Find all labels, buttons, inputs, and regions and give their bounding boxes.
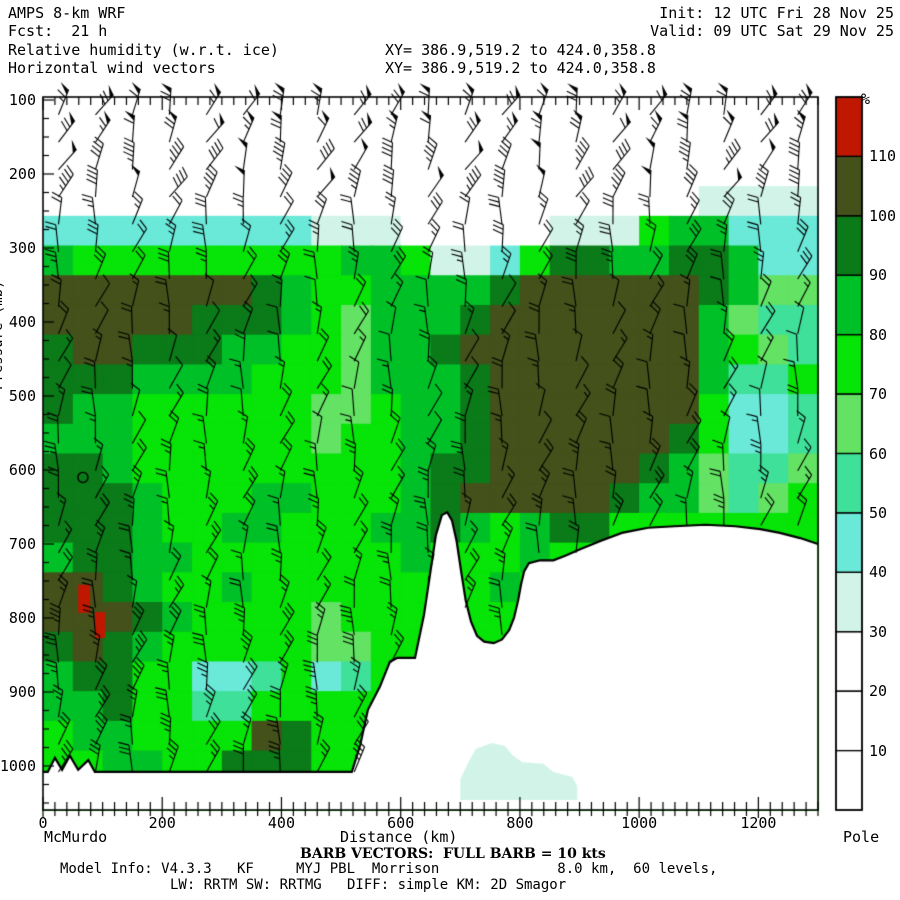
left-endpoint-label: McMurdo bbox=[44, 828, 108, 846]
x-axis-tick-label: 400 bbox=[267, 814, 295, 832]
y-axis-tick-label: 1000 bbox=[0, 757, 36, 775]
right-endpoint-label: Pole bbox=[843, 828, 880, 846]
colorbar-tick-label: 20 bbox=[869, 682, 888, 701]
model-info-line: Model Info: V4.3.3 KF MYJ PBL Morrison 8… bbox=[60, 861, 718, 877]
colorbar-tick-label: 40 bbox=[869, 563, 888, 582]
colorbar-tick-label: 100 bbox=[869, 206, 897, 225]
colorbar-tick-label: 10 bbox=[869, 741, 888, 760]
x-axis-title: Distance (km) bbox=[340, 828, 458, 846]
colorbar-unit: % bbox=[861, 90, 871, 108]
colorbar-tick-label: 90 bbox=[869, 266, 888, 285]
x-axis-tick-label: 0 bbox=[38, 814, 48, 832]
y-axis-tick-label: 200 bbox=[8, 165, 36, 183]
x-axis-tick-label: 600 bbox=[387, 814, 415, 832]
y-axis-tick-label: 300 bbox=[8, 239, 36, 257]
y-axis-tick-label: 700 bbox=[8, 535, 36, 553]
y-axis-tick-label: 500 bbox=[8, 387, 36, 405]
barb-legend: BARB VECTORS: FULL BARB = 10 kts bbox=[300, 846, 606, 862]
colorbar-tick-label: 110 bbox=[869, 147, 897, 166]
x-axis-tick-label: 200 bbox=[148, 814, 176, 832]
y-axis-tick-label: 100 bbox=[8, 91, 36, 109]
x-axis-tick-label: 800 bbox=[506, 814, 534, 832]
colorbar-tick-label: 70 bbox=[869, 385, 888, 404]
physics-line: LW: RRTM SW: RRTMG DIFF: simple KM: 2D S… bbox=[170, 877, 567, 893]
y-axis-tick-label: 900 bbox=[8, 683, 36, 701]
colorbar-tick-label: 50 bbox=[869, 503, 888, 522]
y-axis-tick-label: 800 bbox=[8, 609, 36, 627]
y-axis-tick-label: 400 bbox=[8, 313, 36, 331]
y-axis-tick-label: 600 bbox=[8, 461, 36, 479]
colorbar-tick-label: 80 bbox=[869, 325, 888, 344]
colorbar-tick-label: 60 bbox=[869, 444, 888, 463]
x-axis-tick-label: 1200 bbox=[740, 814, 777, 832]
colorbar-tick-label: 30 bbox=[869, 622, 888, 641]
x-axis-tick-label: 1000 bbox=[621, 814, 658, 832]
